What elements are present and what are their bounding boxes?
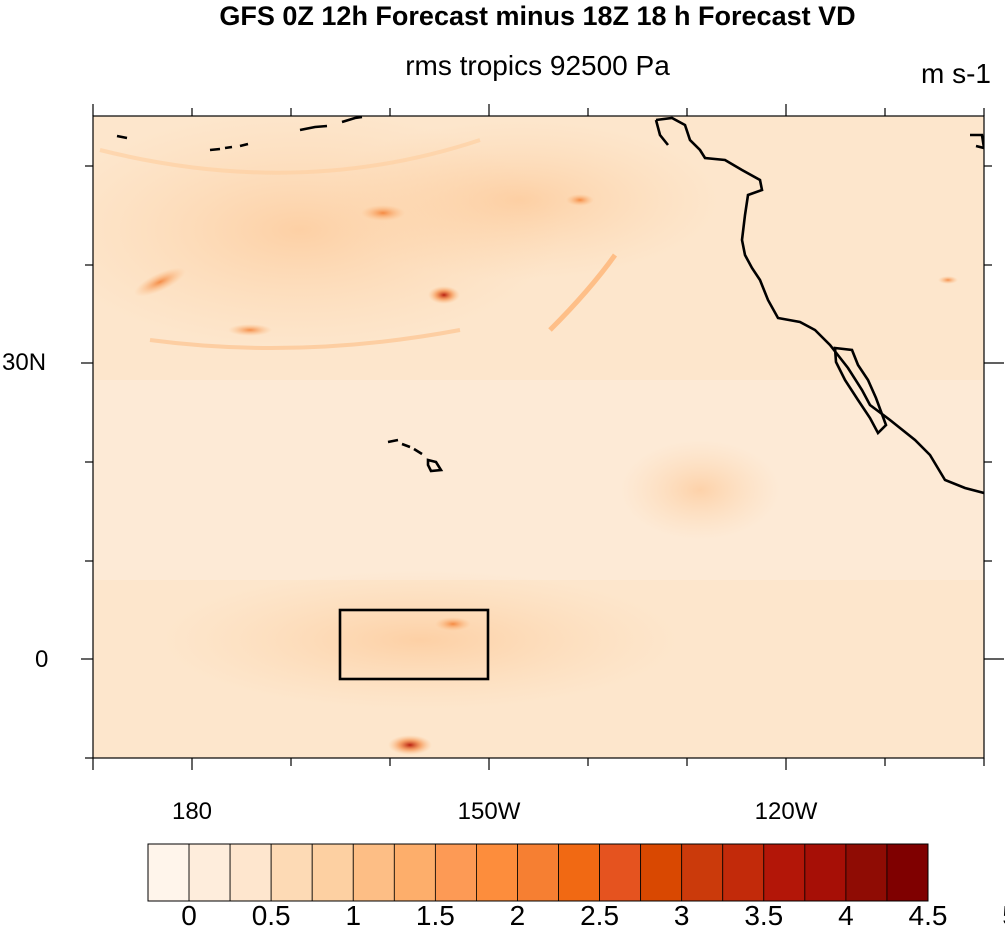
- chart-title: GFS 0Z 12h Forecast minus 18Z 18 h Forec…: [219, 1, 856, 31]
- colorbar: [147, 843, 929, 902]
- chart-subtitle: rms tropics 92500 Pa: [405, 50, 670, 81]
- colorbar-swatch: [640, 843, 683, 902]
- colorbar-tick-label: 3: [673, 900, 690, 931]
- colorbar-swatch: [147, 843, 190, 902]
- colorbar-tick-label: 2: [509, 900, 526, 931]
- axis-ticks: [81, 104, 1004, 770]
- colorbar-tick-label: 4: [838, 900, 854, 931]
- colorbar-swatch: [804, 843, 847, 902]
- region-box: [338, 608, 490, 681]
- colorbar-swatch: [517, 843, 559, 902]
- lat-label-0: 0: [35, 646, 49, 673]
- colorbar-swatch: [722, 843, 765, 902]
- colorbar-tick-label: 1: [345, 900, 362, 931]
- colorbar-tick-label: 5: [1002, 900, 1005, 932]
- colorbar-swatch: [886, 843, 929, 902]
- colorbar-swatch: [599, 843, 642, 902]
- lon-label-150w: 150W: [457, 798, 521, 825]
- colorbar-swatch: [434, 843, 477, 902]
- colorbar-swatch: [352, 843, 395, 902]
- colorbar-tick-label: 0.5: [251, 900, 291, 931]
- colorbar-tick-label: 4.5: [908, 900, 948, 931]
- field-shading: [93, 116, 984, 758]
- colorbar-swatch: [270, 843, 313, 902]
- colorbar-swatch: [558, 843, 600, 902]
- colorbar-swatch: [476, 843, 518, 902]
- colorbar-swatch: [188, 843, 231, 902]
- colorbar-tick-label: 3.5: [744, 900, 784, 931]
- colorbar-tick-label: 0: [181, 900, 197, 931]
- colorbar-swatch: [845, 843, 888, 902]
- map-frame: [92, 115, 985, 759]
- colorbar-swatch: [393, 843, 436, 902]
- colorbar-outline: [147, 843, 929, 902]
- colorbar-swatch: [763, 843, 806, 902]
- coastlines: [116, 116, 984, 495]
- lon-label-180: 180: [171, 798, 213, 825]
- units-label: m s-1: [921, 58, 991, 89]
- lat-label-30n: 30N: [2, 349, 47, 376]
- colorbar-tick-label: 2.5: [580, 900, 620, 931]
- colorbar-tick-label: 1.5: [415, 900, 455, 931]
- colorbar-swatch: [311, 843, 354, 902]
- lon-label-120w: 120W: [754, 798, 818, 825]
- colorbar-swatch: [681, 843, 724, 902]
- colorbar-swatch: [229, 843, 272, 902]
